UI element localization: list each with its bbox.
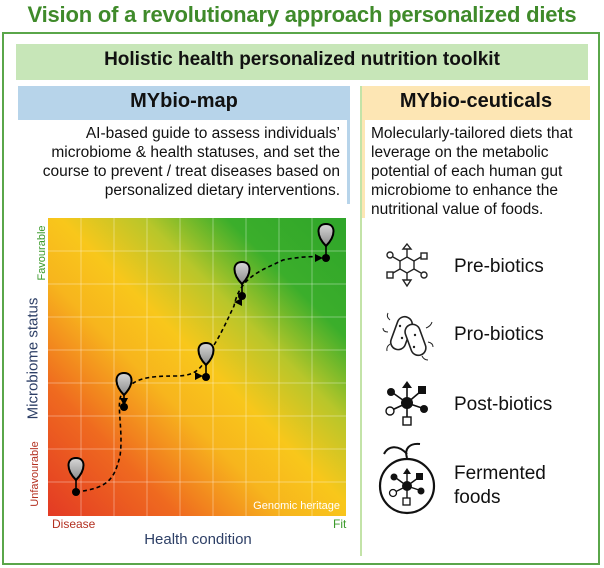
ceuticals-accent-line bbox=[362, 120, 365, 218]
map-title: MYbio-map bbox=[130, 90, 238, 112]
toolkit-banner bbox=[16, 44, 588, 80]
ceuticals-title: MYbio-ceuticals bbox=[399, 90, 553, 112]
fermented-foods-label: Fermented foods bbox=[454, 463, 546, 508]
map-header bbox=[18, 86, 350, 120]
postbiotics-label: Post-biotics bbox=[454, 394, 553, 415]
map-description: AI-based guide to assess individuals’ mi… bbox=[42, 125, 340, 199]
prebiotics-molecule-icon bbox=[386, 242, 428, 288]
pin-stage-5 bbox=[317, 222, 335, 262]
y-axis-bottom-label: Unfavourable bbox=[29, 441, 41, 507]
probiotics-bacteria-icon bbox=[382, 312, 434, 361]
main-title: Vision of a revolutionary approach perso… bbox=[27, 2, 577, 27]
y-axis-top-label: Favourable bbox=[36, 225, 48, 281]
health-trajectory-path bbox=[75, 255, 324, 493]
panel-divider bbox=[360, 86, 362, 556]
x-axis-right-label: Fit bbox=[333, 517, 347, 531]
prebiotics-label: Pre-biotics bbox=[454, 256, 544, 277]
ceuticals-header bbox=[362, 86, 590, 120]
pin-stage-4 bbox=[233, 260, 251, 300]
toolkit-title: Holistic health personalized nutrition t… bbox=[104, 49, 500, 70]
genomic-heritage-label: Genomic heritage bbox=[253, 500, 340, 512]
heatmap-background bbox=[48, 218, 346, 516]
y-axis-label: Microbiome status bbox=[24, 297, 42, 420]
ceuticals-description: Molecularly-tailored diets that leverage… bbox=[371, 125, 573, 218]
pin-stage-1 bbox=[67, 456, 85, 496]
map-accent-line bbox=[347, 86, 350, 204]
postbiotics-metabolite-icon bbox=[385, 381, 428, 426]
bio-map-chart: Genomic heritage bbox=[48, 218, 346, 516]
probiotics-label: Pro-biotics bbox=[454, 324, 544, 345]
outer-frame bbox=[2, 32, 600, 565]
fermented-fruit-icon bbox=[378, 442, 436, 515]
pin-stage-3 bbox=[197, 341, 215, 381]
x-axis-label: Health condition bbox=[144, 531, 252, 548]
x-axis-left-label: Disease bbox=[52, 517, 96, 531]
pin-stage-2 bbox=[115, 371, 133, 411]
